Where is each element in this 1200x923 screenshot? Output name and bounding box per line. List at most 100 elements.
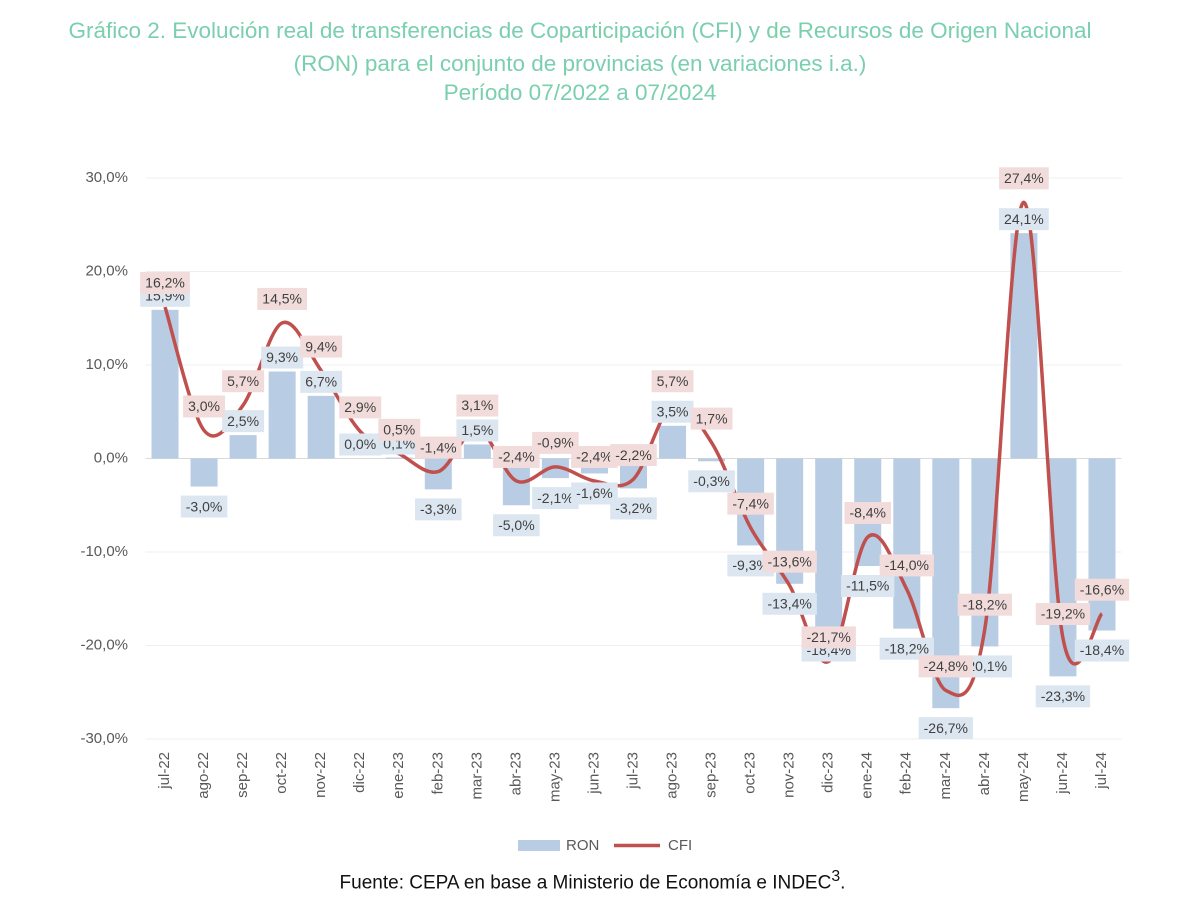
x-tick-label: nov-22 (312, 752, 329, 798)
bar (190, 458, 218, 487)
data-label-box (610, 444, 657, 467)
data-label-box (415, 436, 462, 459)
data-label-box (918, 717, 973, 740)
source-text: Fuente: CEPA en base a Ministerio de Eco… (339, 872, 832, 894)
data-label-text: -19,2% (1041, 606, 1085, 622)
data-label-text: -9,3% (732, 557, 769, 573)
data-label-box (571, 482, 618, 505)
data-label: -1,4% (415, 436, 462, 459)
data-label-box (651, 400, 694, 423)
data-label-text: 1,5% (461, 422, 493, 438)
data-label-box (532, 431, 579, 454)
data-label: -11,5% (841, 575, 895, 598)
data-label: -3,2% (610, 497, 657, 520)
data-label-text: 6,7% (305, 374, 337, 390)
data-label-text: -2,4% (576, 449, 613, 465)
bar (307, 395, 335, 459)
data-label: 24,1% (999, 208, 1049, 231)
data-label-box (180, 495, 228, 518)
data-label: 2,5% (222, 410, 265, 433)
data-label-text: -0,3% (693, 473, 730, 489)
data-label-box (493, 445, 540, 468)
data-label-text: 1,7% (696, 410, 728, 426)
data-label-box (1035, 685, 1091, 708)
x-tick-label: ene-23 (390, 752, 407, 799)
bar (151, 309, 179, 459)
data-label: -2,2% (610, 444, 657, 467)
data-label-box (571, 445, 618, 468)
data-label-text: 5,7% (227, 373, 259, 389)
x-tick-label: ago-23 (664, 752, 681, 799)
data-label-text: 27,4% (1004, 170, 1044, 186)
data-label: -16,6% (1074, 578, 1130, 601)
x-tick-label: feb-23 (429, 752, 446, 795)
data-label: 3,5% (651, 400, 694, 423)
x-tick-label: abr-23 (507, 752, 524, 795)
source-note: 3 (831, 868, 841, 885)
data-label-text: 5,7% (657, 373, 689, 389)
data-label-text: -7,4% (732, 495, 769, 511)
data-label: -23,3% (1035, 685, 1091, 708)
data-label-text: 3,1% (461, 397, 493, 413)
data-label-text: -20,1% (963, 658, 1007, 674)
y-tick-label: 20,0% (85, 262, 128, 279)
data-label-box (651, 370, 694, 393)
x-tick-label: may-23 (546, 752, 563, 802)
data-label-box (140, 272, 190, 295)
data-label-box (999, 208, 1049, 231)
data-label-text: -24,8% (924, 658, 968, 674)
data-label-text: 16,2% (145, 275, 185, 291)
data-label-box (918, 655, 973, 678)
data-label: -18,2% (879, 637, 934, 660)
data-label: -9,3% (727, 554, 774, 577)
data-label: 16,2% (140, 272, 190, 295)
y-tick-label: 0,0% (94, 449, 128, 466)
x-tick-label: feb-24 (898, 752, 915, 795)
data-label-text: -2,1% (537, 490, 574, 506)
data-label-text: -13,4% (767, 595, 811, 611)
data-label-box (999, 167, 1049, 190)
data-label: -2,4% (493, 445, 540, 468)
data-label-box (801, 626, 856, 649)
data-label-box (610, 497, 657, 520)
data-label-text: -0,9% (537, 435, 574, 451)
x-tick-label: mar-23 (468, 752, 485, 800)
bar (229, 435, 257, 459)
data-label-text: -18,2% (963, 596, 1007, 612)
data-label: -7,4% (727, 492, 774, 515)
x-tick-label: jul-24 (1093, 752, 1110, 790)
data-label-text: -13,6% (767, 553, 811, 569)
chart-title: Gráfico 2. Evolución real de transferenc… (68, 18, 1092, 76)
data-label: -24,8% (918, 655, 973, 678)
data-label: 3,0% (183, 395, 226, 418)
data-label-box (415, 498, 462, 521)
data-label-text: 9,3% (266, 349, 298, 365)
data-label: -2,4% (571, 445, 618, 468)
data-label: 0,0% (339, 433, 382, 456)
data-label: 14,5% (257, 287, 307, 310)
data-label-text: -3,2% (615, 500, 652, 516)
x-tick-label: ago-22 (195, 752, 212, 799)
data-label-text: -1,4% (420, 439, 457, 455)
data-label: 6,7% (300, 370, 343, 393)
data-label-text: 3,0% (188, 398, 220, 414)
data-label-box (222, 370, 265, 393)
data-label-text: 2,5% (227, 413, 259, 429)
x-tick-label: oct-22 (273, 752, 290, 794)
data-label-box (727, 492, 774, 515)
data-label-box (1035, 603, 1091, 626)
data-label: 5,7% (651, 370, 694, 393)
data-label-text: -18,2% (885, 640, 929, 656)
data-label-text: -2,2% (615, 447, 652, 463)
data-label-text: -26,7% (924, 720, 968, 736)
data-label-box (456, 419, 499, 442)
data-label: 2,9% (339, 396, 382, 419)
data-label-text: 14,5% (262, 291, 302, 307)
data-label-box (493, 514, 540, 537)
data-label-text: 0,5% (383, 422, 415, 438)
data-label: -14,0% (879, 554, 934, 577)
x-tick-label: dic-22 (351, 752, 368, 793)
data-label: -19,2% (1035, 603, 1091, 626)
data-label-text: 0,0% (344, 436, 376, 452)
x-tick-label: jul-22 (156, 752, 173, 790)
